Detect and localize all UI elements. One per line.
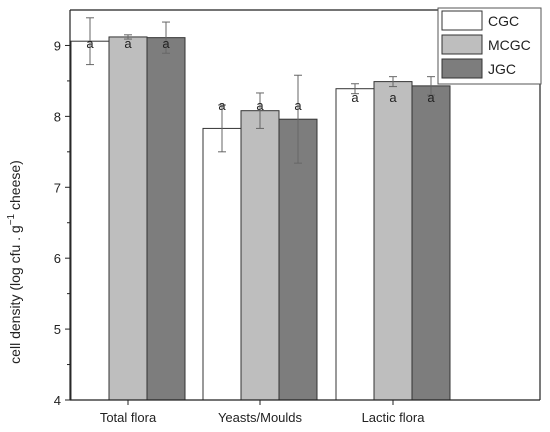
legend-swatch-cgc	[441, 10, 483, 31]
bar-cgc-3	[335, 88, 375, 401]
y-tick-label-4: 4	[54, 393, 61, 408]
y-tick-label-9: 9	[54, 38, 61, 53]
bar-cgc-1	[70, 40, 110, 401]
y-axis-label-tail: cheese)	[7, 160, 23, 214]
significance-label-jgc-3: a	[427, 90, 435, 105]
x-tick-label-2: Yeasts/Moulds	[218, 410, 303, 425]
y-tick-label-7: 7	[54, 180, 61, 195]
legend: CGC MCGC JGC	[437, 7, 542, 85]
legend-swatch-jgc	[441, 58, 483, 79]
y-tick-label-5: 5	[54, 322, 61, 337]
y-axis-label-main: cell density (log cfu . g	[7, 225, 23, 364]
legend-label-cgc: CGC	[488, 13, 519, 29]
bar-cgc-2	[202, 127, 242, 401]
bars-layer: a a a a a a a a a	[70, 17, 451, 401]
significance-label-jgc-2: a	[294, 98, 302, 113]
bar-mcgc-1	[108, 36, 148, 401]
x-tick-label-1: Total flora	[100, 410, 157, 425]
bar-mcgc-3	[373, 81, 413, 401]
legend-label-jgc: JGC	[488, 61, 516, 77]
y-tick-label-8: 8	[54, 109, 61, 124]
y-axis-label-exponent: −1	[6, 213, 17, 225]
x-tick-label-3: Lactic flora	[362, 410, 426, 425]
significance-label-jgc-1: a	[162, 36, 170, 51]
significance-label-mcgc-3: a	[389, 90, 397, 105]
significance-label-cgc-3: a	[351, 90, 359, 105]
bar-jgc-2	[278, 118, 318, 401]
bar-jgc-1	[146, 37, 186, 401]
significance-label-mcgc-2: a	[256, 98, 264, 113]
bar-mcgc-2	[240, 110, 280, 401]
y-tick-label-6: 6	[54, 251, 61, 266]
y-axis-label: cell density (log cfu . g−1 cheese)	[6, 160, 23, 364]
significance-label-mcgc-1: a	[124, 36, 132, 51]
significance-label-cgc-1: a	[86, 36, 94, 51]
legend-label-mcgc: MCGC	[488, 37, 531, 53]
bar-jgc-3	[411, 85, 451, 401]
significance-label-cgc-2: a	[218, 98, 226, 113]
axes-layer: Total flora Yeasts/Moulds Lactic flora 4 5 6 7…	[54, 9, 541, 425]
legend-swatch-mcgc	[441, 34, 483, 55]
